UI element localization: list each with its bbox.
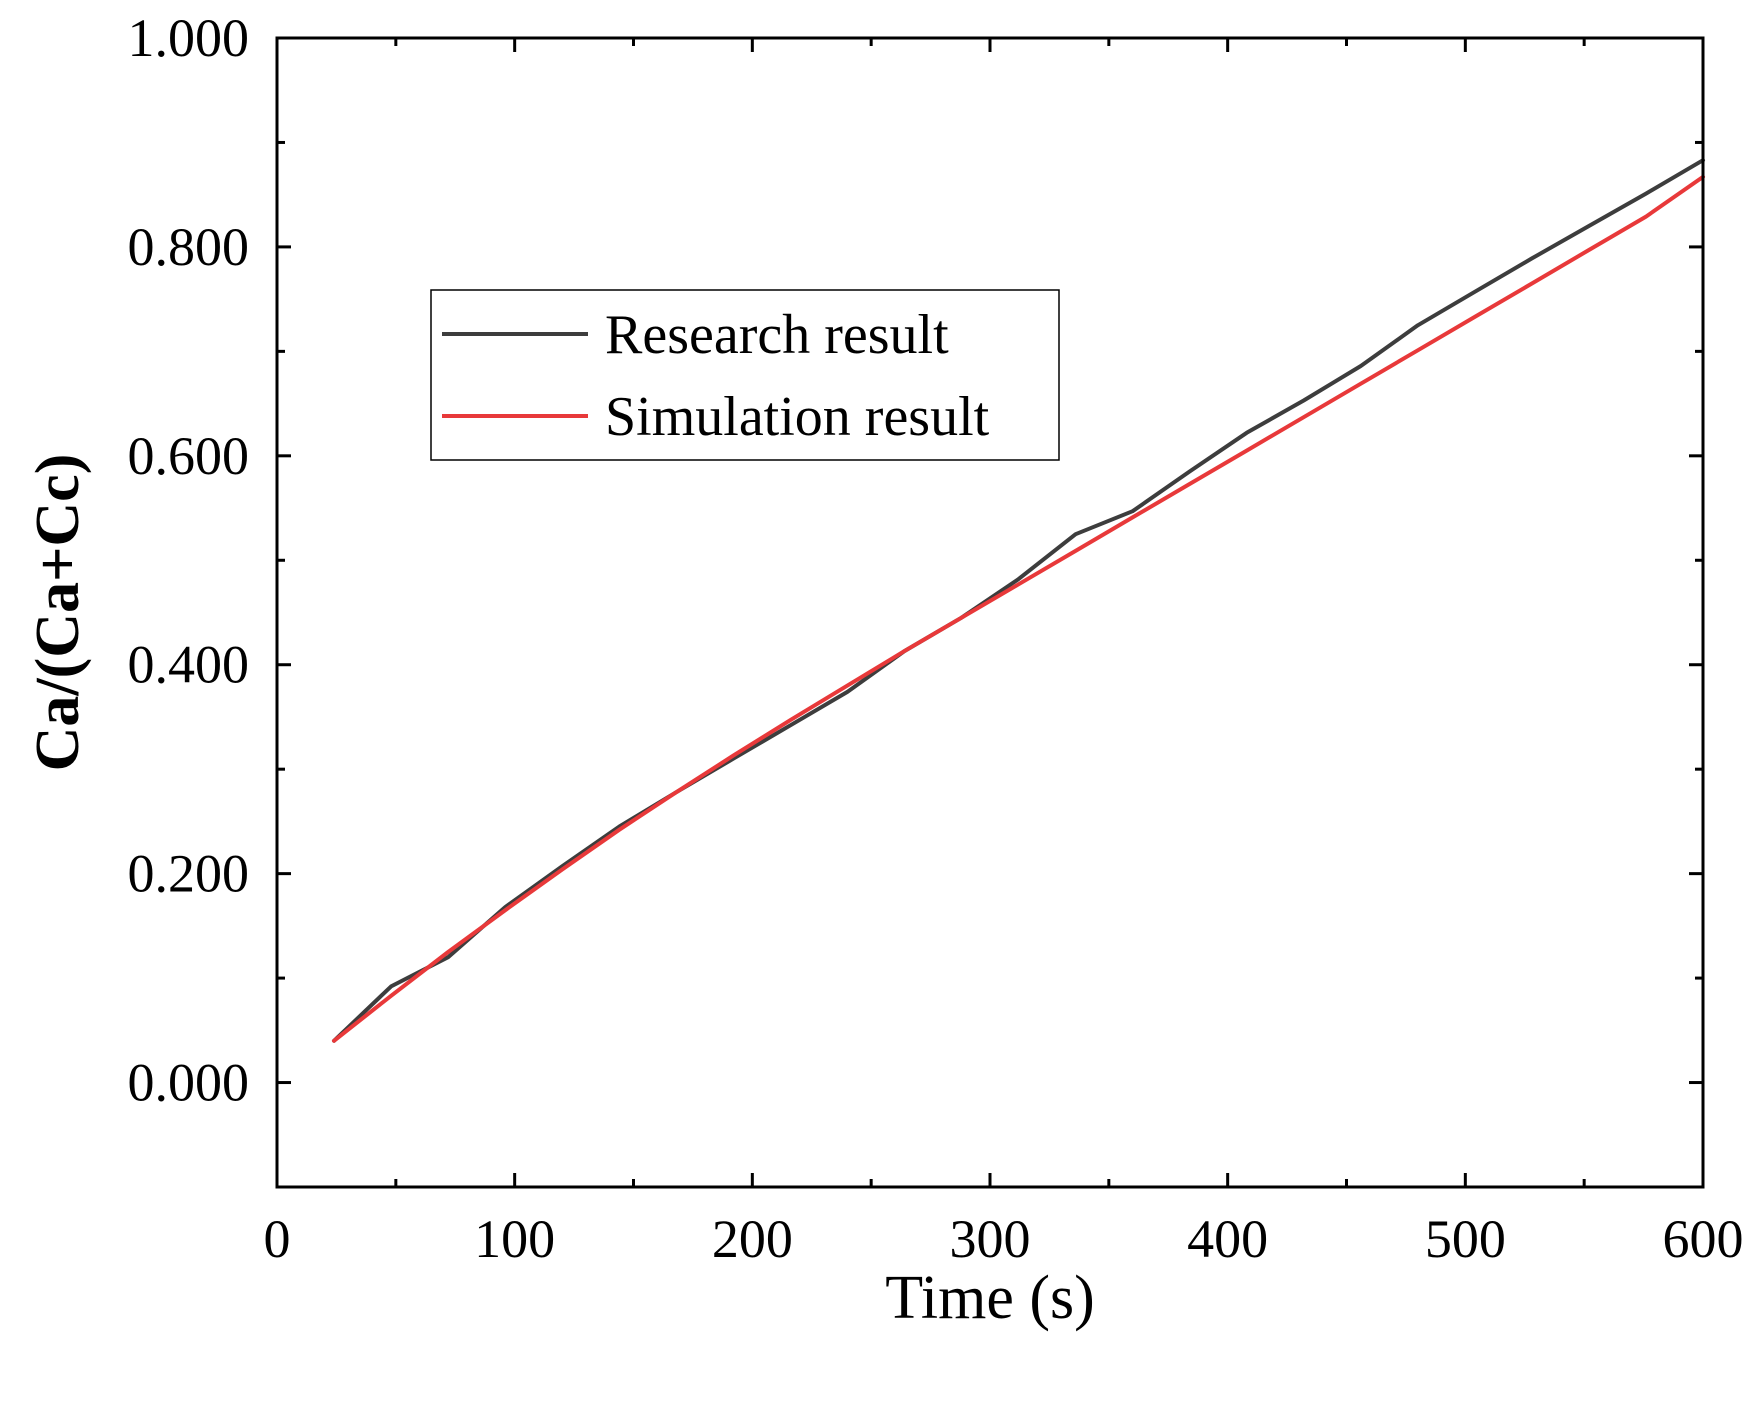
x-tick-label: 300 <box>950 1209 1031 1269</box>
series-line-research <box>332 158 1705 1043</box>
x-axis-title: Time (s) <box>885 1264 1095 1332</box>
x-tick-label: 0 <box>264 1209 291 1269</box>
x-tick-label: 400 <box>1187 1209 1268 1269</box>
y-tick-label: 0.200 <box>128 844 250 904</box>
y-tick-label: 0.400 <box>128 635 250 695</box>
y-tick-label: 0.000 <box>128 1053 250 1113</box>
y-tick-label: 1.000 <box>128 8 250 68</box>
x-tick-label: 600 <box>1663 1209 1744 1269</box>
x-tick-label: 100 <box>474 1209 555 1269</box>
axis-tick-labels: 0 100 200 300 400 500 600 0.000 0.200 0.400 0.600 0… <box>128 8 1744 1269</box>
axis-ticks <box>275 36 1705 1189</box>
series-lines <box>332 158 1705 1043</box>
plot-frame <box>275 36 1705 1189</box>
y-axis-title: Ca/(Ca+Cc) <box>24 454 92 772</box>
y-tick-label: 0.600 <box>128 426 250 486</box>
x-tick-label: 500 <box>1425 1209 1506 1269</box>
legend-label-research: Research result <box>605 304 949 366</box>
legend-box <box>430 289 1060 461</box>
y-tick-label: 0.800 <box>128 217 250 277</box>
x-tick-label: 200 <box>712 1209 793 1269</box>
legend-label-simulation: Simulation result <box>605 386 990 448</box>
legend: Research result Simulation result <box>430 289 1060 461</box>
series-line-simulation <box>332 174 1705 1043</box>
